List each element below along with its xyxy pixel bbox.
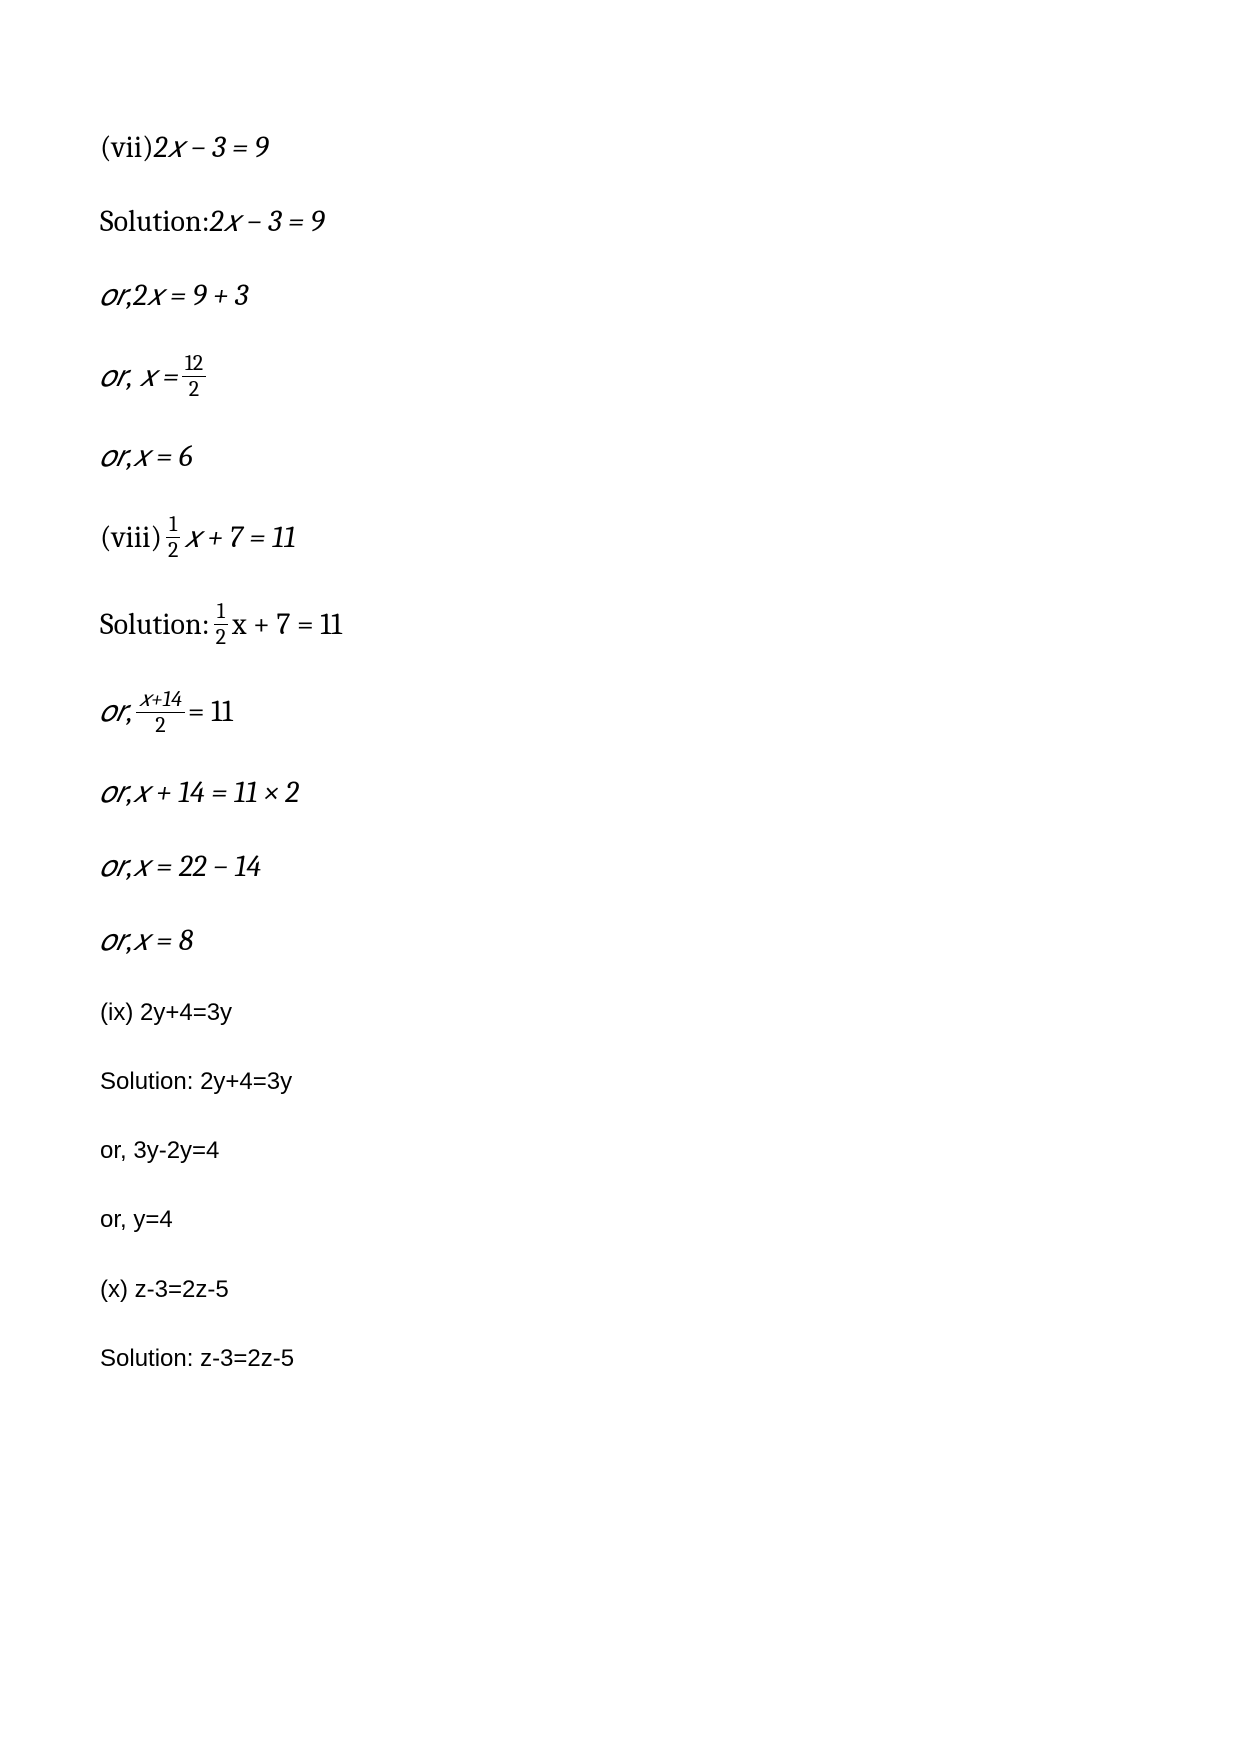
p8-step3-prefix: 𝑜𝑟, [100, 849, 133, 885]
p8-step2: 𝑜𝑟, 𝑥 + 14 = 11 × 2 [100, 775, 1140, 811]
p8-step1-prefix: 𝑜𝑟, [100, 694, 133, 730]
p7-step3-eq: 𝑥 = 6 [133, 439, 193, 475]
p8-step1-den: 2 [152, 713, 168, 737]
p8-step3-eq: 𝑥 = 22 − 14 [133, 849, 261, 885]
p8-solution: Solution: 1 2 x + 7 = 11 [100, 600, 1140, 649]
p8-step2-eq: 𝑥 + 14 = 11 × 2 [133, 775, 299, 811]
p10-solution: Solution: z-3=2z-5 [100, 1343, 1140, 1374]
page-content: (vii) 2𝑥 − 3 = 9 Solution: 2𝑥 − 3 = 9 𝑜𝑟… [0, 0, 1240, 1512]
p8-step1: 𝑜𝑟, 𝑥+14 2 = 11 [100, 688, 1140, 737]
p8-step2-prefix: 𝑜𝑟, [100, 775, 133, 811]
p8-sol-label: Solution: [100, 607, 210, 643]
p7-sol-eq: 2𝑥 − 3 = 9 [210, 204, 325, 240]
p7-step2-den: 2 [186, 377, 202, 401]
p7-step2-frac: 12 2 [182, 352, 206, 401]
p8-frac: 1 2 [165, 513, 181, 562]
p8-step4-prefix: 𝑜𝑟, [100, 923, 133, 959]
p7-step3: 𝑜𝑟, 𝑥 = 6 [100, 439, 1140, 475]
p8-sol-frac-den: 2 [213, 625, 229, 649]
p7-problem: (vii) 2𝑥 − 3 = 9 [100, 130, 1140, 166]
p8-problem: (viii) 1 2 𝑥 + 7 = 11 [100, 513, 1140, 562]
p7-step2-num: 12 [182, 352, 206, 377]
p8-step4-eq: 𝑥 = 8 [133, 923, 193, 959]
p8-sol-frac-num: 1 [214, 600, 228, 625]
p8-frac-den: 2 [165, 538, 181, 562]
p8-sol-frac: 1 2 [213, 600, 229, 649]
p8-eq-rest: 𝑥 + 7 = 11 [184, 520, 295, 556]
p8-sol-rest: x + 7 = 11 [232, 607, 342, 643]
p8-step1-frac: 𝑥+14 2 [136, 688, 185, 737]
p7-step1-prefix: 𝑜𝑟, [100, 278, 133, 314]
p8-step3: 𝑜𝑟, 𝑥 = 22 − 14 [100, 849, 1140, 885]
p8-frac-num: 1 [166, 513, 180, 538]
p9-step2: or, y=4 [100, 1204, 1140, 1235]
p7-eq: 2𝑥 − 3 = 9 [154, 130, 269, 166]
p7-step1: 𝑜𝑟, 2𝑥 = 9 + 3 [100, 278, 1140, 314]
p9-step1: or, 3y-2y=4 [100, 1135, 1140, 1166]
p9-problem: (ix) 2y+4=3y [100, 997, 1140, 1028]
p8-step1-num: 𝑥+14 [136, 688, 185, 713]
p7-step1-eq: 2𝑥 = 9 + 3 [133, 278, 248, 314]
p7-step2: 𝑜𝑟, 𝑥 = 12 2 [100, 352, 1140, 401]
p7-label: (vii) [100, 130, 154, 166]
p10-problem: (x) z-3=2z-5 [100, 1274, 1140, 1305]
p8-step1-rest: = 11 [188, 694, 233, 730]
p7-sol-label: Solution: [100, 204, 210, 240]
p7-step3-prefix: 𝑜𝑟, [100, 439, 133, 475]
p7-step2-prefix: 𝑜𝑟, 𝑥 = [100, 359, 179, 395]
p8-label: (viii) [100, 520, 162, 556]
p8-step4: 𝑜𝑟, 𝑥 = 8 [100, 923, 1140, 959]
p9-solution: Solution: 2y+4=3y [100, 1066, 1140, 1097]
p7-solution: Solution: 2𝑥 − 3 = 9 [100, 204, 1140, 240]
